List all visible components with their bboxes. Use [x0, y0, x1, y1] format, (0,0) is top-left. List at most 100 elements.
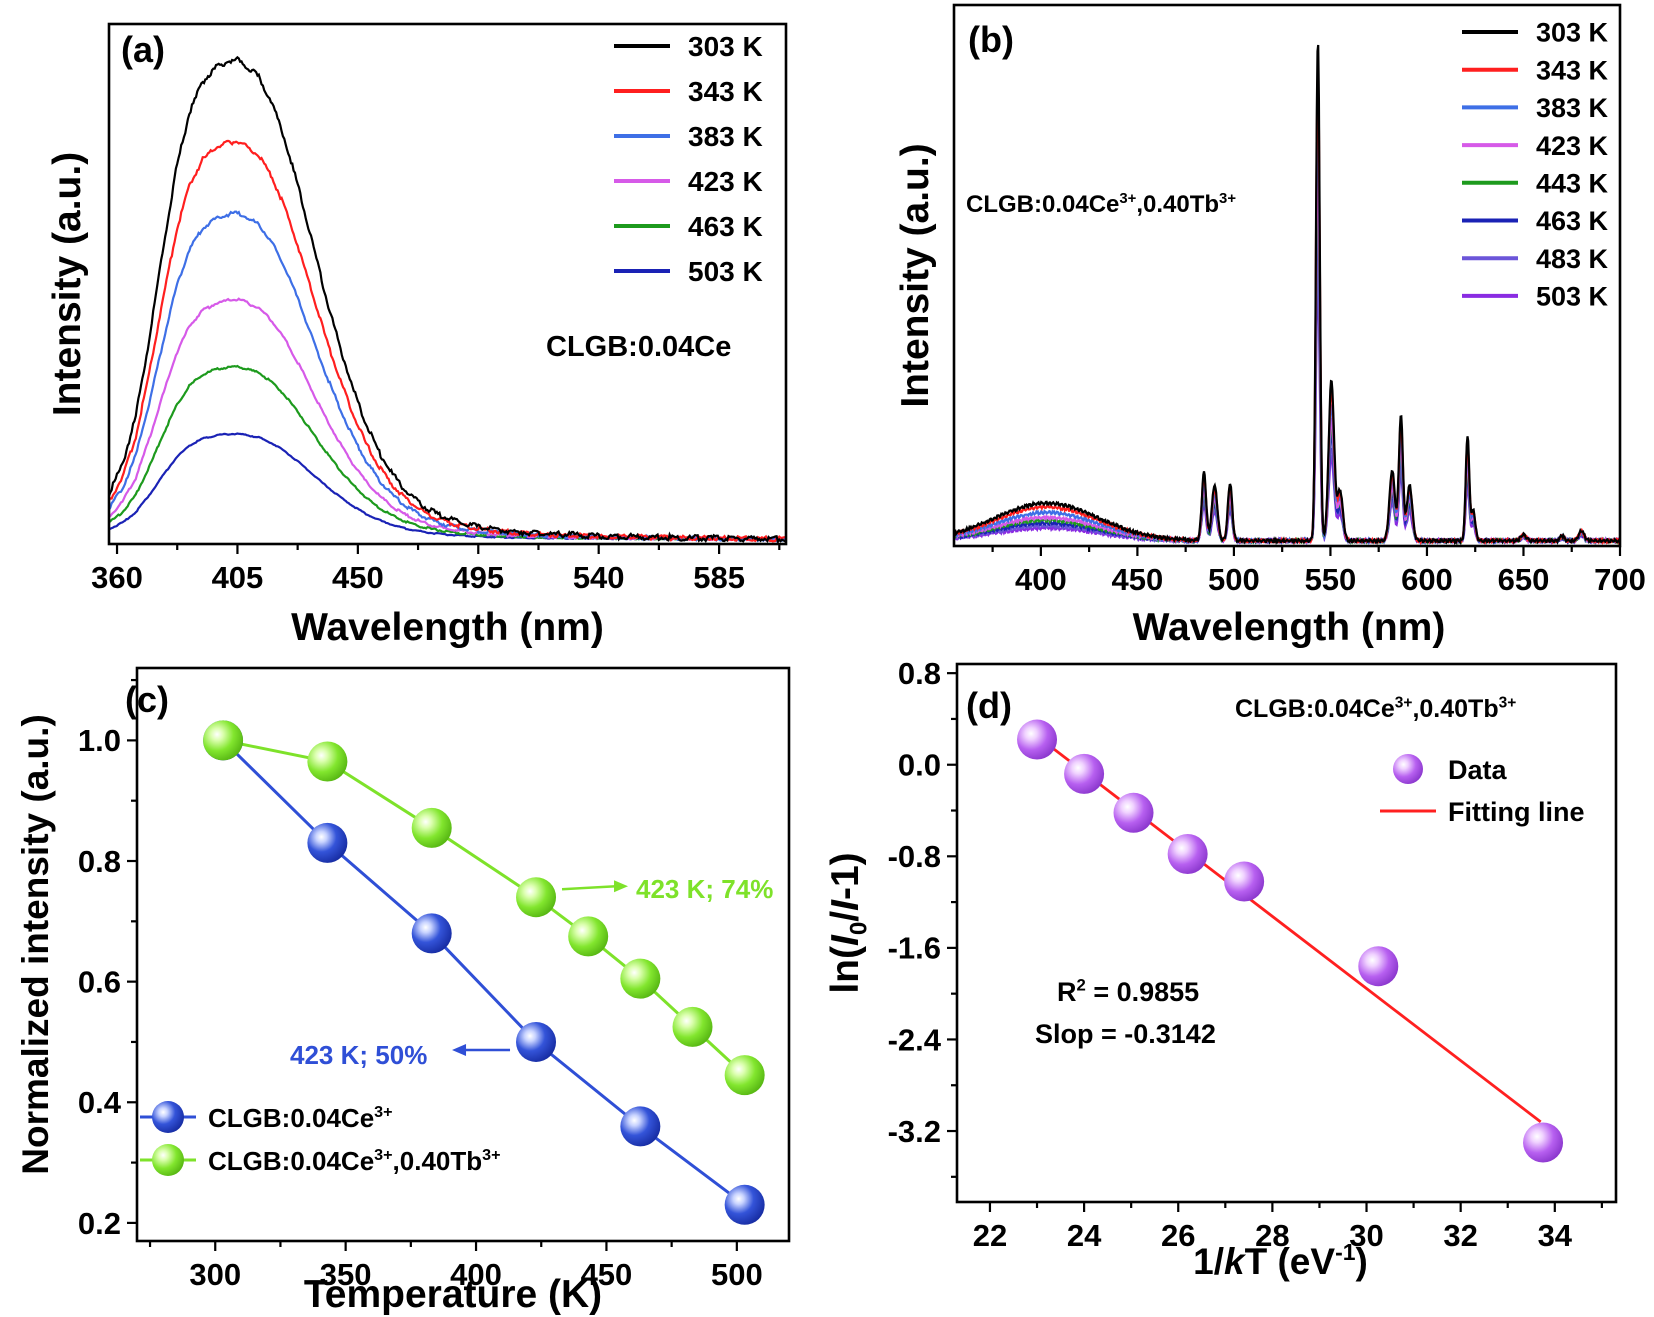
x-tick-label: 360 — [91, 560, 143, 595]
y-tick-label: -2.4 — [888, 1022, 942, 1057]
legend-entry-label: 383 K — [688, 121, 763, 152]
legend-swatch-marker — [152, 1144, 184, 1176]
annotation-arrow-shaft — [561, 884, 617, 891]
x-tick-label: 540 — [573, 560, 625, 595]
data-point — [724, 1184, 765, 1225]
y-axis-title: Intensity (a.u.) — [46, 152, 89, 416]
data-point — [672, 1006, 713, 1047]
y-axis-title: ln(I0/I-1) — [824, 852, 873, 993]
series-line — [108, 139, 787, 543]
x-tick-label: 500 — [711, 1257, 763, 1292]
data-point — [1017, 719, 1058, 760]
panel-a: 360 405 450 495 540 585 Wavelength (nm) Intensi… — [46, 22, 788, 649]
data-point — [1224, 861, 1265, 902]
x-tick-label: 550 — [1305, 562, 1357, 597]
x-tick-label: 450 — [581, 1257, 633, 1292]
legend-swatch-marker — [1393, 754, 1423, 784]
y-axis-title: Intensity (a.u.) — [894, 143, 937, 407]
legend-entry-label: 423 K — [1536, 131, 1609, 161]
legend-entry-label: 443 K — [1536, 169, 1609, 199]
y-tick-label: 0.6 — [78, 964, 121, 999]
x-tick-label: 350 — [320, 1257, 372, 1292]
legend-entry-label: 463 K — [1536, 206, 1609, 236]
y-tick-label: 1.0 — [78, 723, 121, 758]
legend-entry-label: 503 K — [1536, 282, 1609, 312]
legend-entry-label: 503 K — [688, 256, 763, 287]
panel-label: (d) — [966, 685, 1012, 726]
series-line — [108, 432, 787, 541]
x-axis-title: Wavelength (nm) — [1133, 606, 1446, 649]
legend-label: Data — [1448, 755, 1508, 785]
data-point — [203, 720, 244, 761]
panel-label: (c) — [125, 679, 169, 720]
data-point — [1064, 753, 1105, 794]
series-line — [953, 118, 1620, 545]
y-tick-label: -0.8 — [888, 839, 941, 874]
x-tick-label: 495 — [452, 560, 504, 595]
panel-b: 400 450 500 550 600 650 700 Wavelength (nm) Inte… — [894, 3, 1646, 649]
data-point — [516, 877, 557, 918]
legend-label: CLGB:0.04Ce3+,0.40Tb3+ — [208, 1146, 501, 1176]
data-point — [1113, 792, 1154, 833]
x-tick-label: 400 — [450, 1257, 502, 1292]
data-point — [620, 1106, 661, 1147]
legend-entry-label: 303 K — [688, 31, 763, 62]
y-tick-label: 0.2 — [78, 1206, 121, 1241]
plot-frame — [955, 662, 1618, 1204]
series-line — [108, 210, 787, 543]
data-point — [1167, 834, 1208, 875]
panel-label: (a) — [121, 29, 165, 70]
data-point — [516, 1021, 557, 1062]
sample-label: CLGB:0.04Ce3+,0.40Tb3+ — [966, 191, 1236, 218]
x-axis-title: Temperature (K) — [304, 1273, 602, 1316]
series-line — [222, 738, 746, 1077]
slope-label: Slop = -0.3142 — [1035, 1019, 1216, 1049]
series-line — [953, 75, 1621, 546]
plot-frame — [107, 22, 788, 546]
y-tick-label: 0.8 — [898, 656, 941, 691]
x-tick-label: 500 — [1208, 562, 1260, 597]
annotation-arrow-head — [452, 1043, 467, 1056]
series-line — [953, 182, 1620, 546]
x-tick-label: 585 — [693, 560, 745, 595]
sample-label: CLGB:0.04Ce — [546, 331, 731, 363]
series-line — [953, 164, 1620, 546]
data-point — [1358, 946, 1399, 987]
panel-c: 300 350 400 450 500 0.2 0.4 0.6 0.8 1.0 Temperatur… — [15, 666, 791, 1316]
y-tick-label: 0.4 — [78, 1085, 122, 1120]
x-tick-label: 450 — [1112, 562, 1164, 597]
series-line — [222, 739, 746, 1206]
series-line — [953, 252, 1621, 545]
series-line — [953, 215, 1621, 546]
legend-label: Fitting line — [1448, 797, 1584, 827]
fit-line — [1036, 735, 1542, 1123]
legend-entry-label: 343 K — [688, 76, 763, 107]
x-tick-label: 700 — [1594, 562, 1646, 597]
y-tick-label: 0.8 — [78, 844, 121, 879]
plot-frame — [135, 666, 791, 1243]
y-tick-label: -3.2 — [888, 1114, 941, 1149]
legend-entry-label: 483 K — [1536, 244, 1609, 274]
legend-entry-label: 423 K — [688, 166, 763, 197]
x-tick-label: 650 — [1498, 562, 1550, 597]
sample-label: CLGB:0.04Ce3+,0.40Tb3+ — [1235, 695, 1516, 724]
series-line — [953, 44, 1620, 546]
annotation-50: 423 K; 50% — [290, 1040, 427, 1070]
y-tick-label: 0.0 — [898, 748, 941, 783]
series-line — [107, 55, 787, 545]
x-tick-label: 22 — [973, 1218, 1007, 1253]
r-squared-label: R2 = 0.9855 — [1057, 976, 1199, 1007]
data-point — [724, 1055, 765, 1096]
series-line — [108, 364, 787, 542]
legend-swatch-marker — [152, 1101, 184, 1133]
x-tick-label: 24 — [1067, 1218, 1102, 1253]
x-tick-label: 450 — [332, 560, 384, 595]
x-tick-label: 300 — [189, 1257, 241, 1292]
x-tick-label: 34 — [1538, 1218, 1573, 1253]
x-tick-label: 405 — [212, 560, 264, 595]
x-axis-title: 1/kT (eV-1) — [1193, 1239, 1368, 1282]
data-point — [307, 822, 348, 863]
x-tick-label: 28 — [1255, 1218, 1289, 1253]
data-point — [307, 741, 348, 782]
